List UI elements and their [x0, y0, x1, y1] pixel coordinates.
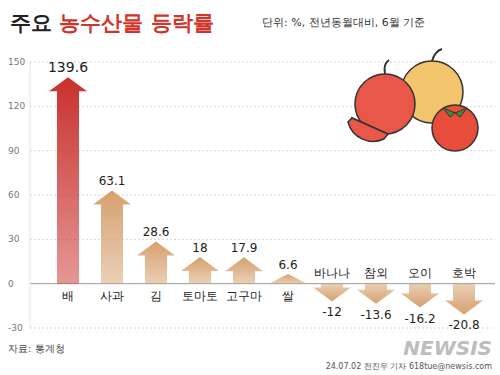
data-label: 28.6 — [143, 225, 170, 239]
grid-line — [30, 239, 495, 240]
bars — [49, 77, 483, 314]
x-tick-label: 오이 — [408, 266, 432, 280]
y-tick-label: 0 — [8, 279, 14, 289]
x-tick-label: 사과 — [100, 289, 124, 303]
data-label: 139.6 — [48, 59, 88, 75]
y-tick-label: 150 — [8, 57, 25, 67]
stem — [432, 49, 442, 61]
labels: 배 139.6 사과 63.1 김 28.6 토마토 18 고구마 17.9 쌀 6.6 바나나 -12 참… — [48, 59, 480, 332]
subtitle: 단위: %, 전년동월대비, 6월 기준 — [262, 16, 425, 29]
y-tick-label: 120 — [8, 101, 25, 111]
bar — [313, 284, 351, 302]
credit: 24.07.02 전진우 기자 618tue@newsis.com — [326, 362, 493, 371]
y-tick-label: -30 — [8, 323, 23, 333]
source: 자료: 통계청 — [8, 343, 65, 354]
y-axis-line — [30, 62, 31, 328]
bar — [49, 77, 87, 283]
title-part: 농수산물 등락률 — [59, 11, 213, 35]
data-label: -12 — [322, 305, 342, 319]
title-part: 주요 — [10, 11, 59, 35]
bar — [137, 241, 175, 283]
grid-line — [30, 328, 495, 329]
background — [0, 0, 500, 375]
stem — [385, 60, 390, 74]
grid-line — [30, 150, 495, 151]
data-label: -13.6 — [360, 308, 391, 322]
data-label: 63.1 — [99, 174, 126, 188]
y-axis: -30 0 30 60 90 120 150 — [8, 57, 495, 333]
data-label: -16.2 — [404, 312, 435, 326]
grid-line — [30, 195, 495, 196]
bar — [401, 284, 439, 308]
y-tick-label: 30 — [8, 234, 20, 244]
bar — [357, 284, 395, 304]
data-label: 18 — [192, 241, 207, 255]
x-tick-label: 참외 — [364, 266, 388, 280]
chart: 주요 농수산물 등락률 단위: %, 전년동월대비, 6월 기준 -30 0 30 60 9… — [0, 0, 500, 375]
x-tick-label: 배 — [62, 289, 74, 303]
x-tick-label: 토마토 — [182, 289, 218, 303]
bar — [269, 274, 307, 284]
data-label: -20.8 — [448, 318, 479, 332]
x-tick-label: 김 — [150, 289, 162, 303]
tomato — [432, 105, 478, 151]
title: 주요 농수산물 등락률 — [10, 11, 214, 35]
bar — [93, 190, 131, 283]
illustration — [348, 49, 478, 151]
bar — [445, 284, 483, 315]
x-tick-label: 쌀 — [282, 289, 294, 303]
data-label: 6.6 — [278, 258, 297, 272]
bar — [181, 257, 219, 284]
x-tick-label: 호박 — [452, 266, 476, 280]
apple-slice-skin — [348, 118, 388, 141]
data-label: 17.9 — [231, 241, 258, 255]
y-tick-label: 60 — [8, 190, 20, 200]
x-tick-label: 고구마 — [226, 289, 262, 303]
bar — [225, 257, 263, 283]
tomato-leaf — [443, 108, 467, 117]
y-tick-label: 90 — [8, 146, 20, 156]
x-tick-label: 바나나 — [314, 266, 350, 280]
watermark: NEWSIS — [403, 336, 492, 360]
